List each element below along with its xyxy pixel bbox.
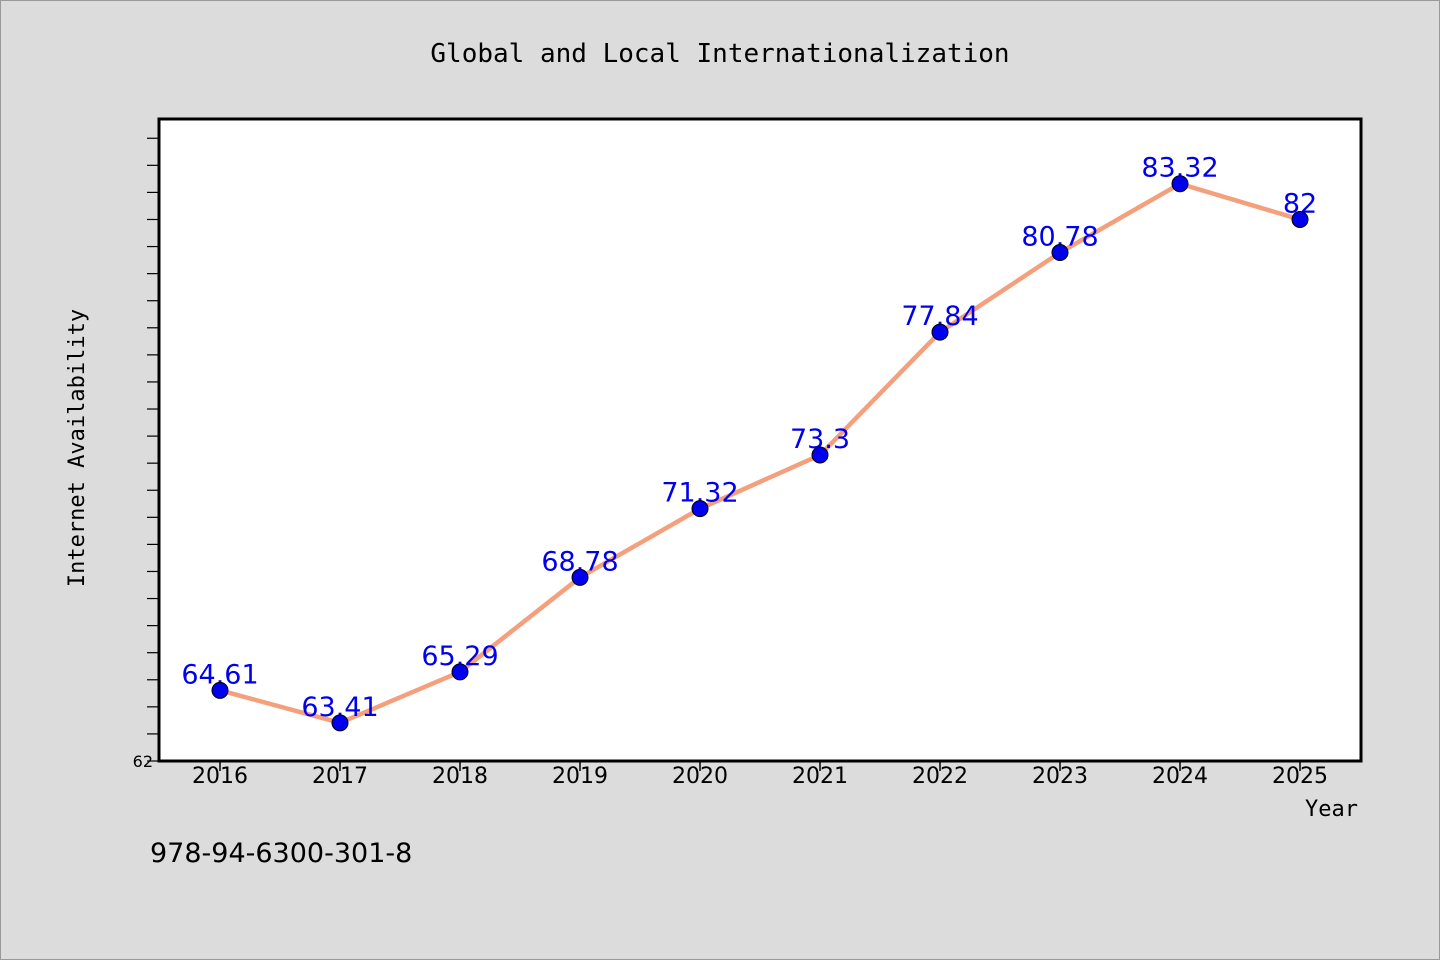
y-tick-label: 62 xyxy=(133,752,153,771)
x-tick-label: 2018 xyxy=(432,764,488,789)
x-tick-label: 2024 xyxy=(1152,764,1208,789)
x-tick-label: 2023 xyxy=(1032,764,1088,789)
data-markers xyxy=(211,175,1309,732)
data-point xyxy=(1171,175,1189,193)
series-line xyxy=(219,181,1301,726)
data-point xyxy=(571,568,589,586)
data-point xyxy=(1291,210,1309,228)
x-axis-label: Year xyxy=(1305,797,1358,822)
x-axis-ticks: 2016 2017 2018 2019 2020 2021 2022 2023 2024 2025 xyxy=(192,761,1328,789)
x-tick-label: 2017 xyxy=(312,764,368,789)
plot-area xyxy=(157,117,1363,763)
y-axis-ticks: 62 xyxy=(133,137,159,771)
x-tick-label: 2019 xyxy=(552,764,608,789)
x-tick-label: 2022 xyxy=(912,764,968,789)
x-tick-label: 2025 xyxy=(1272,764,1328,789)
data-point xyxy=(811,446,829,464)
data-point xyxy=(331,714,349,732)
data-point xyxy=(211,681,229,699)
x-tick-label: 2021 xyxy=(792,764,848,789)
data-point xyxy=(691,500,709,518)
series-line-group xyxy=(219,181,1301,726)
y-axis-label: Internet Availability xyxy=(65,309,90,587)
chart-title: Global and Local Internationalization xyxy=(430,39,1009,69)
data-point xyxy=(1051,244,1069,262)
x-tick-label: 2016 xyxy=(192,764,248,789)
data-point xyxy=(931,323,949,341)
x-tick-label: 2020 xyxy=(672,764,728,789)
data-point xyxy=(451,663,469,681)
footnote-isbn: 978-94-6300-301-8 xyxy=(150,838,412,869)
